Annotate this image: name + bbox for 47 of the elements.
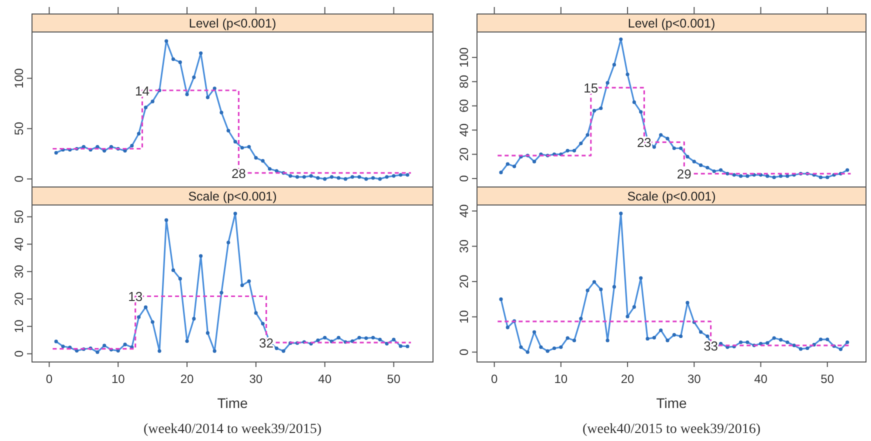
x-tick-label: 30 [249,372,263,386]
y-tick-label: 0 [12,350,26,358]
x-tick-label: 50 [387,372,401,386]
x-tick-label: 20 [620,372,635,386]
x-tick-label: 0 [490,372,498,386]
x-tick-label: 10 [111,372,126,386]
chart-title: Level (p<0.001) [188,16,276,30]
y-tick-label: 50 [12,122,26,136]
y-tick-label: 0 [457,174,471,182]
annotation: 15 [584,80,598,96]
y-tick-label: 30 [12,264,26,278]
x-axis-title: Time [656,395,688,411]
x-tick-label: 30 [687,372,702,386]
y-tick-label: 10 [457,310,471,324]
y-tick-label: 0 [457,348,471,356]
y-tick-label: 40 [457,123,471,137]
y-tick-label: 30 [457,239,471,253]
y-tick-label: 40 [457,204,471,218]
x-tick-label: 40 [318,372,332,386]
y-tick-label: 60 [457,98,471,113]
annotation: 28 [231,166,246,181]
chart-title: Scale (p<0.001) [627,190,716,204]
y-tick-label: 80 [457,74,471,88]
annotation: 14 [135,83,150,98]
x-tick-label: 0 [46,372,53,386]
text: (week40/2014 to week39/2015) [143,422,322,437]
x-tick-label: 50 [820,372,834,386]
x-tick-label: 40 [754,372,768,386]
chart-title: Level (p<0.001) [628,16,716,30]
annotation: 32 [259,336,274,351]
x-tick-label: 10 [554,372,568,386]
text: (week40/2015 to week39/2016) [582,422,761,437]
x-axis-title: Time [217,395,248,411]
y-tick-label: 40 [12,237,26,251]
y-tick-label: 50 [12,210,26,224]
x-tick-label: 20 [180,372,194,386]
annotation: 23 [636,135,652,150]
y-tick-label: 100 [457,47,471,68]
y-tick-label: 0 [12,175,26,182]
y-tick-label: 10 [12,319,26,334]
annotation: 29 [676,166,692,182]
chart-title: Scale (p<0.001) [188,190,277,204]
y-tick-label: 20 [457,147,471,161]
annotation: 13 [128,289,143,304]
y-tick-label: 100 [12,68,26,88]
y-tick-label: 20 [457,274,471,288]
y-tick-label: 20 [12,292,26,306]
